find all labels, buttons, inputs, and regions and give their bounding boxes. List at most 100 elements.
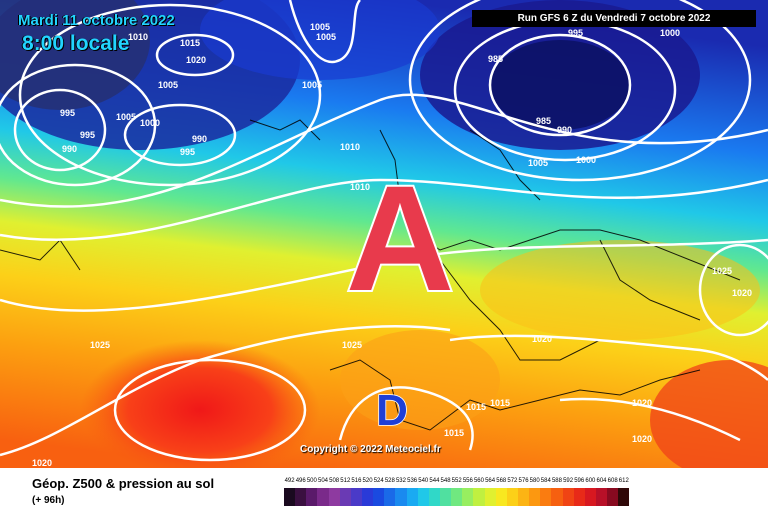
isobar-label: 995 xyxy=(60,108,75,118)
isobar-label: 1020 xyxy=(532,334,552,344)
scale-cell xyxy=(328,488,340,506)
isobar-label: 1000 xyxy=(576,155,596,165)
scale-cell xyxy=(306,488,318,506)
legend-subtitle: (+ 96h) xyxy=(32,495,65,506)
scale-label: 548 xyxy=(440,478,451,484)
scale-label: 560 xyxy=(473,478,484,484)
model-run-label: Run GFS 6 Z du Vendredi 7 octobre 2022 xyxy=(472,10,756,27)
scale-label: 536 xyxy=(407,478,418,484)
scale-label: 544 xyxy=(429,478,440,484)
scale-label: 500 xyxy=(306,478,317,484)
isobar-label: 1025 xyxy=(342,340,362,350)
scale-label: 596 xyxy=(574,478,585,484)
scale-cell xyxy=(495,488,507,506)
isobar-label: 1005 xyxy=(158,80,178,90)
isobar-label: 1005 xyxy=(116,112,136,122)
high-pressure-symbol: A xyxy=(346,154,454,322)
scale-label: 496 xyxy=(295,478,306,484)
isobar-label: 1010 xyxy=(350,182,370,192)
isobar-label: 995 xyxy=(568,28,583,38)
color-scale: 492 496 500 504 508 512 516 520 524 528 532 536 540 5… xyxy=(284,478,630,506)
scale-cell xyxy=(417,488,429,506)
scale-cell xyxy=(295,488,307,506)
scale-cell xyxy=(428,488,440,506)
scale-label: 552 xyxy=(451,478,462,484)
scale-cell xyxy=(595,488,608,506)
scale-cell xyxy=(373,488,385,506)
isobar-label: 1015 xyxy=(466,402,486,412)
isobar-label: 1015 xyxy=(444,428,464,438)
scale-cell xyxy=(529,488,541,506)
scale-cell xyxy=(284,488,296,506)
scale-cell xyxy=(395,488,407,506)
scale-cell xyxy=(484,488,496,506)
scale-label: 564 xyxy=(485,478,496,484)
isobar-label: 1020 xyxy=(186,55,206,65)
scale-cell xyxy=(317,488,329,506)
scale-cell xyxy=(562,488,574,506)
isobar-label: 990 xyxy=(62,144,77,154)
scale-label: 516 xyxy=(351,478,362,484)
isobar-label: 1025 xyxy=(712,266,732,276)
scale-cell xyxy=(361,488,374,506)
scale-cell xyxy=(473,488,485,506)
scale-cell xyxy=(350,488,362,506)
isobar-label: 1000 xyxy=(140,118,160,128)
isobar-label: 995 xyxy=(80,130,95,140)
scale-cell xyxy=(573,488,585,506)
scale-label: 524 xyxy=(373,478,384,484)
scale-label: 604 xyxy=(596,478,607,484)
scale-cell xyxy=(384,488,396,506)
isobar-label: 1020 xyxy=(732,288,752,298)
scale-cell xyxy=(607,488,619,506)
scale-cell xyxy=(584,488,596,506)
scale-cell xyxy=(406,488,418,506)
scale-label: 492 xyxy=(284,478,295,484)
isobar-label: 1005 xyxy=(316,32,336,42)
isobar-label: 1025 xyxy=(90,340,110,350)
scale-cell xyxy=(506,488,518,506)
forecast-time: 8:00 locale xyxy=(22,32,130,55)
isobar-label: 1010 xyxy=(340,142,360,152)
forecast-date: Mardi 11 octobre 2022 xyxy=(18,12,175,29)
scale-label: 580 xyxy=(529,478,540,484)
legend-title: Géop. Z500 & pression au sol xyxy=(32,476,215,491)
scale-cell xyxy=(551,488,563,506)
isobar-label: 1005 xyxy=(302,80,322,90)
isobar-label: 1005 xyxy=(528,158,548,168)
scale-label: 520 xyxy=(362,478,373,484)
scale-label: 512 xyxy=(340,478,351,484)
scale-cell xyxy=(439,488,452,506)
scale-label: 532 xyxy=(395,478,406,484)
isobar-label: 990 xyxy=(557,125,572,135)
scale-label: 592 xyxy=(563,478,574,484)
scale-label: 584 xyxy=(540,478,551,484)
scale-label: 588 xyxy=(551,478,562,484)
scale-cell xyxy=(339,488,351,506)
copyright: Copyright © 2022 Meteociel.fr xyxy=(300,444,441,455)
scale-label: 504 xyxy=(317,478,328,484)
scale-cell xyxy=(462,488,474,506)
scale-cell xyxy=(517,488,530,506)
scale-cell xyxy=(540,488,552,506)
scale-label: 600 xyxy=(585,478,596,484)
scale-label: 540 xyxy=(418,478,429,484)
isobar-label: 995 xyxy=(180,147,195,157)
isobar-label: 1020 xyxy=(32,458,52,468)
scale-label: 508 xyxy=(329,478,340,484)
scale-label: 528 xyxy=(384,478,395,484)
isobar-label: 1005 xyxy=(310,22,330,32)
scale-label: 568 xyxy=(496,478,507,484)
scale-cell xyxy=(451,488,463,506)
isobar-label: 1000 xyxy=(660,28,680,38)
scale-cell xyxy=(618,488,630,506)
isobar-label: 985 xyxy=(488,54,503,64)
scale-label: 612 xyxy=(618,478,629,484)
isobar-label: 985 xyxy=(536,116,551,126)
weather-map: 995 995 990 1005 1000 990 995 1015 1020 … xyxy=(0,0,768,468)
isobar-label: 1020 xyxy=(632,434,652,444)
scale-label: 572 xyxy=(507,478,518,484)
isobar-label: 1020 xyxy=(632,398,652,408)
scale-label: 576 xyxy=(518,478,529,484)
low-pressure-symbol: D xyxy=(376,386,408,435)
